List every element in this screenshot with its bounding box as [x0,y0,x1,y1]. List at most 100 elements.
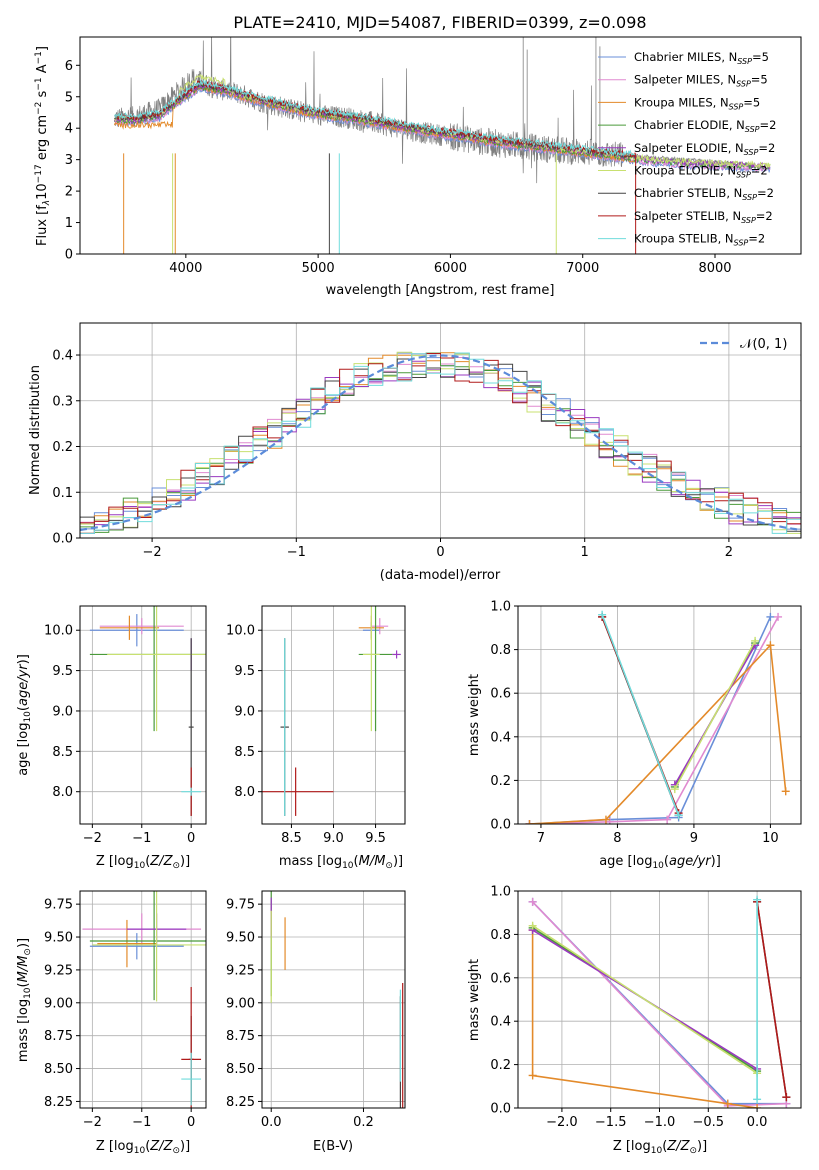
y-tick-label: 1.0 [490,600,511,615]
weight-marker [598,610,607,619]
y-tick-label: 9.5 [52,664,73,679]
panel-2: −2 −1 0 1 2 0.0 0.1 0.2 0.3 0.4 (data-model)/error… [28,322,802,583]
y-axis-label: age [log10(age/yr)] [16,654,33,776]
weight-line [601,614,680,816]
y-tick-label: 8.25 [226,1095,255,1110]
y-tick-label: 0.2 [52,440,73,455]
x-tick-label: −0.5 [693,1115,725,1130]
weight-marker [528,921,537,930]
y-tick-label: 10.0 [226,624,255,639]
axes-frame [517,605,802,825]
errorbar-point [181,1052,202,1106]
y-tick-label: 0.3 [52,394,73,409]
y-axis-label: Flux [fλ10−17 erg cm−2 s−1 A−1] [34,46,52,246]
y-tick-label: 9.25 [226,963,255,978]
x-tick-label: −1.0 [644,1115,676,1130]
y-tick-label: 9.50 [44,931,73,946]
x-tick-label: −2.0 [546,1115,578,1130]
weight-marker [674,811,683,820]
y-tick-label: 5 [65,90,73,105]
legend-label: Chabrier STELIB, NSSP=2 [634,186,774,202]
errorbar-plot-area [82,891,206,1108]
x-tick-label: 8.5 [281,831,302,846]
y-tick-label: 8.75 [226,1029,255,1044]
y-axis-label: mass [log10(M/M⊙)] [16,938,33,1062]
legend: Chabrier MILES, NSSP=5 Salpeter MILES, NS… [598,50,776,248]
errorbar-point [97,919,157,968]
panel-4: 8.5 9.0 9.5 8.0 8.5 9.0 9.5 10.0 mass [log10(M/M… [226,605,406,871]
x-tick-label: −2 [83,1115,102,1130]
errorbar-plot-area [89,606,206,816]
y-axis-label: mass weight [467,959,482,1041]
x-tick-label: 7000 [566,261,599,276]
y-tick-label: 8.0 [52,785,73,800]
weight-marker [774,612,783,621]
x-tick-label: 9.5 [365,831,386,846]
x-tick-label: 9.0 [323,831,344,846]
x-tick-label: −1 [287,545,306,560]
weight-marker [528,897,537,906]
y-tick-label: 0.0 [490,818,511,833]
axes-frame [79,36,802,255]
y-tick-label: 9.00 [226,996,255,1011]
residual-histogram [80,352,801,534]
x-tick-label: 10 [762,831,779,846]
x-tick-label: 5000 [302,261,335,276]
weight-marker [753,1104,762,1108]
weight-marker [751,636,760,645]
weight-marker [670,785,679,794]
x-tick-label: 1 [581,545,589,560]
weight-line [529,616,772,824]
y-tick-label: 0.2 [490,1058,511,1073]
x-axis-label: E(B-V) [313,1139,353,1154]
y-tick-label: 0.0 [52,532,73,547]
weight-line [756,901,788,1098]
y-tick-label: 1.0 [490,885,511,900]
x-tick-label: −2 [83,831,102,846]
x-tick-label: 8 [613,831,621,846]
x-tick-label: 9 [690,831,698,846]
x-tick-label: 6000 [434,261,467,276]
errorbar-point [181,787,202,796]
y-tick-label: 0.6 [490,687,511,702]
legend-label: Chabrier MILES, NSSP=5 [634,50,769,66]
y-tick-label: 8.50 [226,1062,255,1077]
x-tick-label: −1 [132,1115,151,1130]
errorbar-plot-area [270,891,404,1108]
y-tick-label: 8.50 [44,1062,73,1077]
weight-marker [525,820,534,824]
x-axis-label: age [log10(age/yr)] [599,854,721,871]
spectrum-plot-area [113,37,771,254]
y-tick-label: 0.2 [490,774,511,789]
errorbar-point [392,650,401,659]
y-tick-label: 0.4 [490,730,511,745]
errorbar-point [92,891,206,1002]
errorbar-point [362,606,380,732]
x-tick-label: 0.2 [353,1115,374,1130]
weight-marker [528,1071,537,1080]
y-tick-label: 9.0 [234,704,255,719]
legend-label: Salpeter STELIB, NSSP=2 [634,209,773,225]
y-tick-label: 0.0 [490,1102,511,1117]
y-tick-label: 9.75 [226,898,255,913]
x-axis-label: (data-model)/error [380,568,501,583]
x-tick-label: −1 [132,831,151,846]
x-tick-label: 2 [725,545,733,560]
errorbar-point [107,606,206,732]
weight-line [531,930,758,1108]
histogram-plot-area [80,351,801,534]
y-tick-label: 9.50 [226,931,255,946]
y-tick-label: 0.4 [490,1015,511,1030]
y-tick-label: 0 [65,248,73,263]
weight-marker [753,895,762,904]
x-axis-label: Z [log10(Z/Z⊙)] [96,1139,190,1156]
legend-label: Salpeter MILES, NSSP=5 [634,73,768,89]
weight-marker [766,612,775,621]
panel-1: 4000 5000 6000 7000 8000 0 1 2 3 4 5 6 PLATE=2410, M… [34,13,802,298]
errorbar-point [371,618,389,635]
y-tick-label: 8.5 [52,745,73,760]
x-axis-label: Z [log10(Z/Z⊙)] [96,854,190,871]
x-tick-label: 0.0 [747,1115,768,1130]
weight-marker [782,1093,791,1102]
